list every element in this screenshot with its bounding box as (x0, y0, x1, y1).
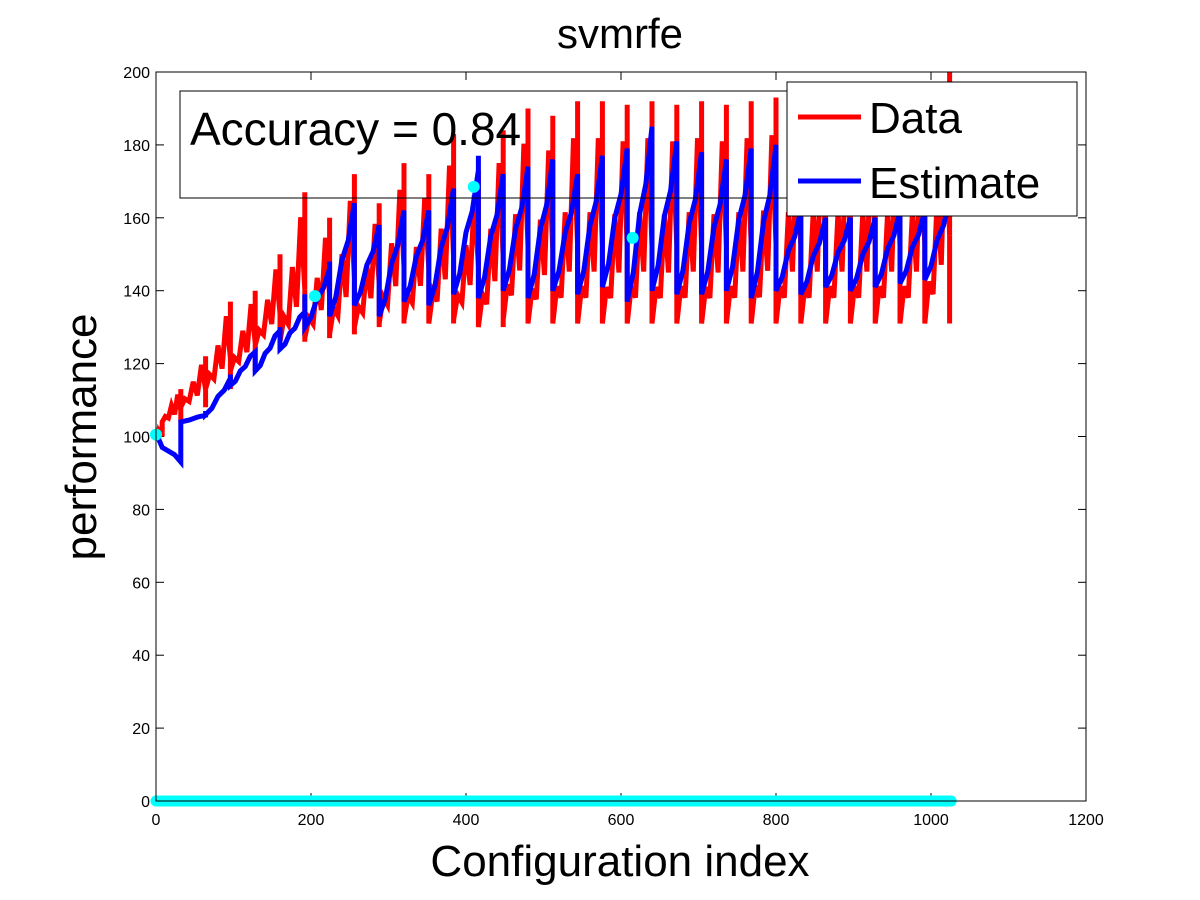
chart-title: svmrfe (557, 10, 683, 57)
x-tick-label: 0 (152, 812, 161, 829)
legend-label-estimate: Estimate (869, 159, 1040, 208)
series-estimate-line (153, 126, 953, 469)
annotation-box: Accuracy = 0.84 (179, 90, 831, 199)
y-tick-label: 0 (141, 794, 150, 811)
plot-frame (155, 71, 1087, 802)
legend: Data Estimate (786, 81, 1078, 217)
y-tick-label: 180 (123, 138, 150, 155)
x-tick-label: 1000 (913, 812, 949, 829)
x-tick-label: 1200 (1068, 812, 1104, 829)
x-axis-label: Configuration index (430, 837, 809, 886)
series-layer (153, 72, 953, 469)
y-tick-label: 60 (132, 575, 150, 592)
x-tick-label: 600 (608, 812, 635, 829)
y-axis-ticks: 0 20 40 60 80 100 120 140 160 180 200 (123, 65, 1086, 811)
sample-point-marker (308, 290, 321, 303)
annotation-text: Accuracy = 0.84 (190, 103, 521, 155)
sample-point-marker (626, 231, 639, 244)
y-tick-label: 140 (123, 284, 150, 301)
x-tick-label: 400 (453, 812, 480, 829)
y-tick-label: 100 (123, 430, 150, 447)
sample-point-marker (467, 180, 480, 193)
y-tick-label: 200 (123, 65, 150, 82)
x-axis-ticks: 0 200 400 600 800 1000 1200 (152, 72, 1104, 829)
y-axis-label: performance (57, 313, 106, 560)
y-tick-label: 160 (123, 211, 150, 228)
y-tick-label: 80 (132, 502, 150, 519)
x-tick-label: 800 (763, 812, 790, 829)
y-tick-label: 20 (132, 721, 150, 738)
legend-label-data: Data (869, 94, 962, 143)
y-tick-label: 120 (123, 357, 150, 374)
y-tick-label: 40 (132, 648, 150, 665)
x-tick-label: 200 (298, 812, 325, 829)
legend-box (786, 81, 1078, 217)
